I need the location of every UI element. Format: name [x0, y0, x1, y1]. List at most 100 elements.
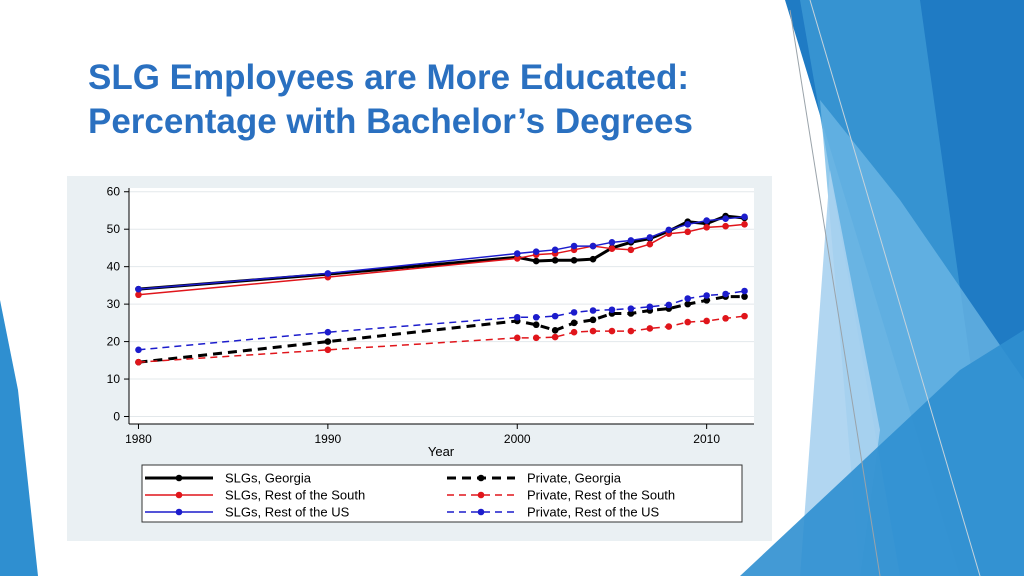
data-point — [646, 234, 654, 241]
data-point — [703, 224, 710, 231]
legend-label: SLGs, Rest of the South — [225, 488, 365, 503]
data-point — [665, 301, 673, 309]
data-point — [513, 250, 521, 257]
data-point — [324, 346, 332, 354]
data-point — [513, 334, 521, 342]
data-point — [324, 328, 332, 336]
legend-swatch-marker — [477, 508, 485, 516]
data-point — [532, 321, 540, 329]
legend-item: SLGs, Rest of the South — [145, 488, 365, 503]
data-point — [532, 334, 540, 342]
data-point — [665, 226, 673, 234]
data-point — [135, 285, 142, 293]
data-point — [532, 313, 540, 321]
data-point — [608, 306, 616, 314]
x-axis-label: Year — [428, 444, 455, 459]
legend-swatch-marker — [477, 491, 485, 499]
deco-shape-bottom — [740, 330, 1024, 576]
data-point — [684, 300, 692, 308]
data-point — [703, 297, 710, 304]
y-tick-label: 60 — [107, 185, 121, 199]
data-point — [570, 328, 578, 336]
data-point — [135, 346, 142, 354]
x-tick-label: 1980 — [125, 432, 152, 446]
chart-frame: 0 10 20 30 40 50 60 1980 1990 2000 2010 Year SLGs,… — [67, 176, 772, 541]
series-6 — [135, 287, 748, 354]
x-tick-label: 2000 — [504, 432, 531, 446]
data-point — [589, 316, 597, 324]
y-tick-label: 50 — [107, 222, 121, 236]
legend-item: Private, Rest of the US — [447, 505, 660, 520]
data-point — [646, 325, 654, 332]
deco-line — [809, 0, 981, 576]
legend-label: Private, Rest of the US — [527, 505, 660, 520]
series-line — [138, 290, 745, 351]
data-point — [722, 215, 729, 223]
data-point — [324, 338, 332, 345]
legend-item: SLGs, Rest of the US — [145, 505, 350, 520]
series-group — [135, 212, 748, 366]
y-tick-label: 20 — [107, 335, 121, 349]
data-point — [551, 327, 559, 334]
data-point — [532, 257, 540, 265]
legend: SLGs, Georgia SLGs, Rest of the South SLGs… — [145, 471, 675, 520]
data-point — [532, 248, 540, 255]
data-point — [135, 358, 142, 366]
data-point — [608, 245, 616, 252]
data-point — [513, 255, 521, 262]
data-point — [722, 290, 729, 298]
legend-label: SLGs, Georgia — [225, 471, 312, 486]
y-tick-label: 40 — [107, 260, 121, 274]
legend-swatch-marker — [175, 508, 183, 516]
data-point — [741, 213, 748, 221]
data-point — [589, 327, 597, 335]
data-point — [741, 287, 748, 295]
legend-swatch-marker — [477, 474, 485, 482]
data-point — [551, 246, 559, 254]
data-point — [570, 242, 578, 250]
data-point — [703, 317, 710, 325]
y-tick-label: 10 — [107, 372, 121, 386]
y-tick-label: 30 — [107, 297, 121, 311]
data-point — [722, 315, 729, 322]
data-point — [608, 239, 616, 246]
legend-label: SLGs, Rest of the US — [225, 505, 350, 520]
data-point — [627, 305, 635, 312]
data-point — [684, 295, 692, 302]
slide-title-line-2: Percentage with Bachelor’s Degrees — [88, 102, 693, 141]
data-point — [570, 309, 578, 316]
legend-item: Private, Georgia — [447, 471, 622, 486]
data-point — [703, 217, 710, 224]
data-point — [551, 333, 559, 341]
data-point — [608, 327, 616, 335]
data-point — [627, 246, 635, 254]
deco-line — [789, 9, 881, 576]
slide-title: SLG Employees are More Educated: Percent… — [88, 56, 778, 144]
y-tick-label: 0 — [113, 410, 120, 424]
line-chart: 0 10 20 30 40 50 60 1980 1990 2000 2010 Year SLGs,… — [107, 185, 754, 523]
data-point — [684, 221, 692, 228]
data-point — [646, 240, 654, 248]
data-point — [741, 221, 748, 228]
series-5 — [135, 312, 748, 366]
axes: 0 10 20 30 40 50 60 1980 1990 2000 2010 — [107, 185, 754, 446]
data-point — [589, 242, 597, 250]
legend-swatch-marker — [175, 491, 183, 499]
data-point — [589, 307, 597, 314]
data-point — [646, 303, 654, 311]
data-point — [741, 312, 748, 320]
x-tick-label: 1990 — [315, 432, 342, 446]
data-point — [135, 291, 142, 299]
data-point — [551, 256, 559, 264]
data-point — [589, 255, 597, 263]
data-point — [741, 293, 748, 300]
x-tick-label: 2010 — [693, 432, 720, 446]
data-point — [570, 256, 578, 264]
legend-item: Private, Rest of the South — [447, 488, 675, 503]
data-point — [722, 222, 729, 230]
legend-label: Private, Georgia — [527, 471, 622, 486]
data-point — [551, 312, 559, 320]
data-point — [627, 327, 635, 335]
legend-item: SLGs, Georgia — [145, 471, 312, 486]
